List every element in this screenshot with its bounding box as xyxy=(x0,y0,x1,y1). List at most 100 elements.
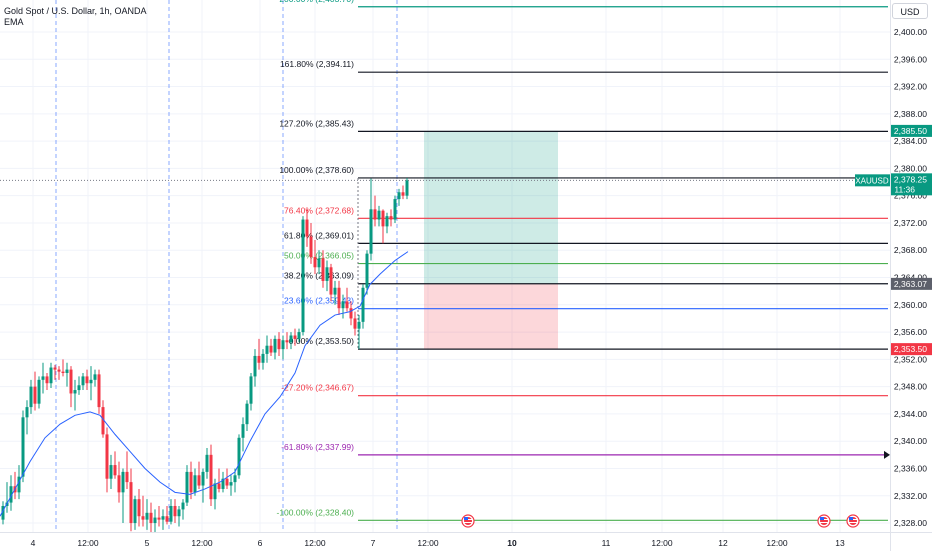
candle xyxy=(13,471,17,500)
price-tick-label: 2,396.00 xyxy=(894,54,927,64)
time-tick-label: 10 xyxy=(507,538,517,548)
price-tick-label: 2,380.00 xyxy=(894,163,927,173)
profit-zone[interactable] xyxy=(424,130,558,284)
axis-corner xyxy=(890,532,932,551)
candle xyxy=(181,499,185,520)
long-position-tool[interactable] xyxy=(424,130,558,350)
symbol-title[interactable]: Gold Spot / U.S. Dollar, 1h, OANDA xyxy=(4,6,147,16)
time-tick-label: 6 xyxy=(258,538,263,548)
candle xyxy=(285,332,289,350)
candle xyxy=(5,482,9,513)
candle xyxy=(373,195,377,227)
candle xyxy=(369,178,373,261)
candle xyxy=(177,505,181,527)
price-tick-label: 2,392.00 xyxy=(894,82,927,92)
price-chart[interactable]: 200.00% (2,403.70) 161.80% (2,394.11) 127.… xyxy=(0,0,890,532)
candle xyxy=(1,501,5,525)
stop-price-tag[interactable]: 2,353.50 xyxy=(891,343,932,356)
candle xyxy=(57,366,61,380)
candle xyxy=(241,417,245,452)
fib-level-label: 76.40% (2,372.68) xyxy=(284,205,354,215)
candle xyxy=(353,311,357,336)
candle xyxy=(205,448,209,479)
ema-line xyxy=(0,251,409,517)
candle xyxy=(317,250,321,275)
candle xyxy=(297,328,301,343)
fib-level-label: 0.00% (2,353.50) xyxy=(289,336,354,346)
time-tick-label: 12:00 xyxy=(304,538,326,548)
time-tick-label: 12:00 xyxy=(766,538,788,548)
candle xyxy=(321,250,325,288)
candle xyxy=(237,434,241,479)
candle xyxy=(77,376,81,395)
fib-level-label: 61.80% (2,369.01) xyxy=(284,230,354,240)
price-tick-label: 2,348.00 xyxy=(894,382,927,392)
us-flag-event-icon[interactable] xyxy=(817,514,831,528)
candle xyxy=(277,332,281,356)
candle xyxy=(281,335,285,360)
fib-level-label: -100.00% (2,328.40) xyxy=(277,507,355,517)
candle xyxy=(333,280,337,305)
time-tick-label: 12:00 xyxy=(191,538,213,548)
candle xyxy=(185,465,189,506)
price-tick-label: 2,352.00 xyxy=(894,354,927,364)
target-price-tag[interactable]: 2,385.50 xyxy=(891,124,932,137)
us-flag-event-icon[interactable] xyxy=(846,514,860,528)
entry-price-tag[interactable]: 2,363.07 xyxy=(891,277,932,290)
candle xyxy=(325,260,329,292)
candle xyxy=(217,468,221,493)
price-tick-label: 2,400.00 xyxy=(894,27,927,37)
candle xyxy=(349,301,353,326)
time-tick-label: 5 xyxy=(145,538,150,548)
candle xyxy=(357,315,361,350)
time-tick-label: 7 xyxy=(371,538,376,548)
price-tick-label: 2,388.00 xyxy=(894,109,927,119)
candle xyxy=(125,451,129,489)
candle xyxy=(393,195,397,223)
economic-events[interactable] xyxy=(461,514,860,528)
fibonacci-extension-tool[interactable]: 200.00% (2,403.70) 161.80% (2,394.11) 127.… xyxy=(277,0,891,521)
price-tick-label: 2,344.00 xyxy=(894,409,927,419)
candle xyxy=(249,373,253,411)
ema-polyline xyxy=(0,251,409,517)
currency-button[interactable]: USD xyxy=(892,3,928,19)
us-flag-event-icon[interactable] xyxy=(461,514,475,528)
candle xyxy=(405,177,409,200)
candle xyxy=(33,371,37,411)
candle xyxy=(189,461,193,500)
price-tick-label: 2,372.00 xyxy=(894,218,927,228)
indicator-label[interactable]: EMA xyxy=(4,17,24,27)
candle xyxy=(45,373,49,391)
session-breaks xyxy=(55,0,398,532)
loss-zone[interactable] xyxy=(424,283,558,350)
candle xyxy=(261,349,265,370)
price-tick-label: 2,364.00 xyxy=(894,273,927,283)
symbol-tag-label: XAUUSD xyxy=(855,176,889,185)
candle xyxy=(305,209,309,247)
candle xyxy=(201,468,205,503)
price-tick-label: 2,336.00 xyxy=(894,463,927,473)
candle xyxy=(209,444,213,506)
fib-level-label: 23.60% (2,359.43) xyxy=(284,296,354,306)
candle xyxy=(153,509,157,532)
fib-level-label: 127.20% (2,385.43) xyxy=(279,118,354,128)
candle xyxy=(273,335,277,360)
chart-pane[interactable]: 200.00% (2,403.70) 161.80% (2,394.11) 127.… xyxy=(0,0,890,532)
time-axis[interactable]: 4 12:00 5 12:00 6 12:00 7 12:00 10 11 12:00 12 12:00… xyxy=(0,532,890,551)
candle xyxy=(141,495,145,527)
candle xyxy=(269,338,273,356)
candle xyxy=(213,478,217,510)
candle xyxy=(173,499,177,524)
candle xyxy=(85,369,89,391)
candle xyxy=(25,400,29,435)
candle xyxy=(313,240,317,275)
candle xyxy=(385,212,389,234)
price-tick-label: 2,376.00 xyxy=(894,191,927,201)
time-tick-label: 12 xyxy=(718,538,728,548)
fib-extend-arrow xyxy=(884,450,890,459)
svg-text:2,363.07: 2,363.07 xyxy=(894,279,927,289)
candle xyxy=(301,216,305,336)
price-axis[interactable]: 2,400.00 2,396.00 2,392.00 2,388.00 2,384.00… xyxy=(890,0,932,532)
price-tick-label: 2,356.00 xyxy=(894,327,927,337)
